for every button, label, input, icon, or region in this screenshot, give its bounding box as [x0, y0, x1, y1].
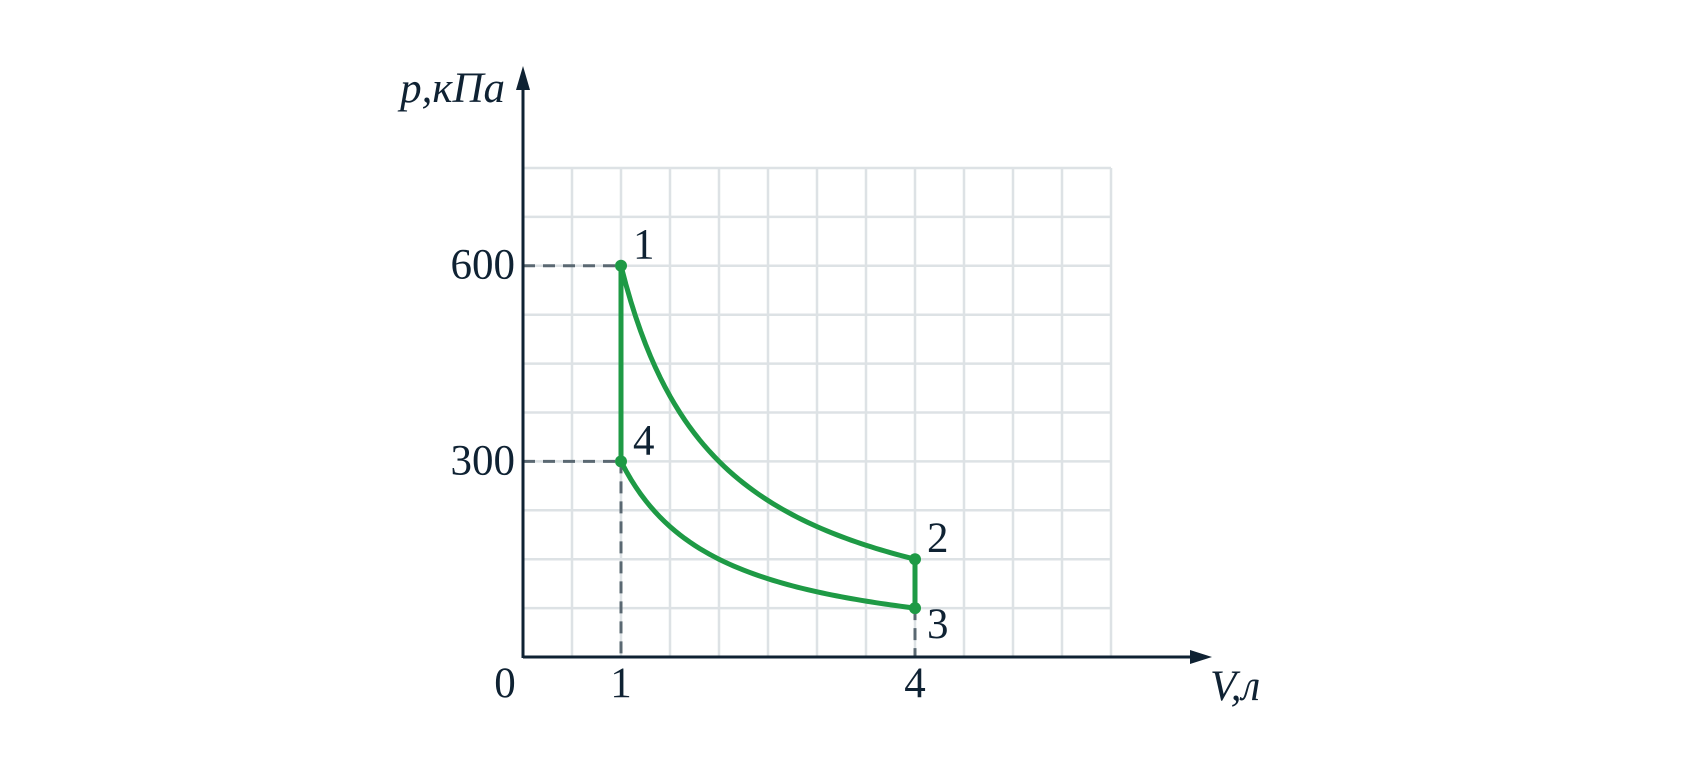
y-tick-label: 600: [451, 242, 516, 289]
x-tick-label: 4: [904, 660, 926, 707]
point-label: 3: [927, 601, 949, 648]
x-axis-label: V,л: [1210, 663, 1260, 710]
y-axis-arrow: [516, 66, 530, 90]
point-label: 2: [927, 515, 949, 562]
x-tick-label: 0: [494, 660, 516, 707]
process-curve: [618, 265, 916, 562]
state-point: [615, 259, 627, 272]
state-point: [615, 455, 627, 468]
point-label: 1: [633, 222, 655, 269]
x-axis-arrow: [1190, 650, 1212, 664]
y-axis-label: p,кПа: [397, 65, 505, 112]
process-curve: [618, 460, 916, 611]
point-label: 4: [633, 417, 655, 464]
state-point: [909, 553, 921, 566]
y-tick-label: 300: [451, 437, 516, 484]
state-point: [909, 602, 921, 615]
x-tick-label: 1: [610, 660, 632, 707]
